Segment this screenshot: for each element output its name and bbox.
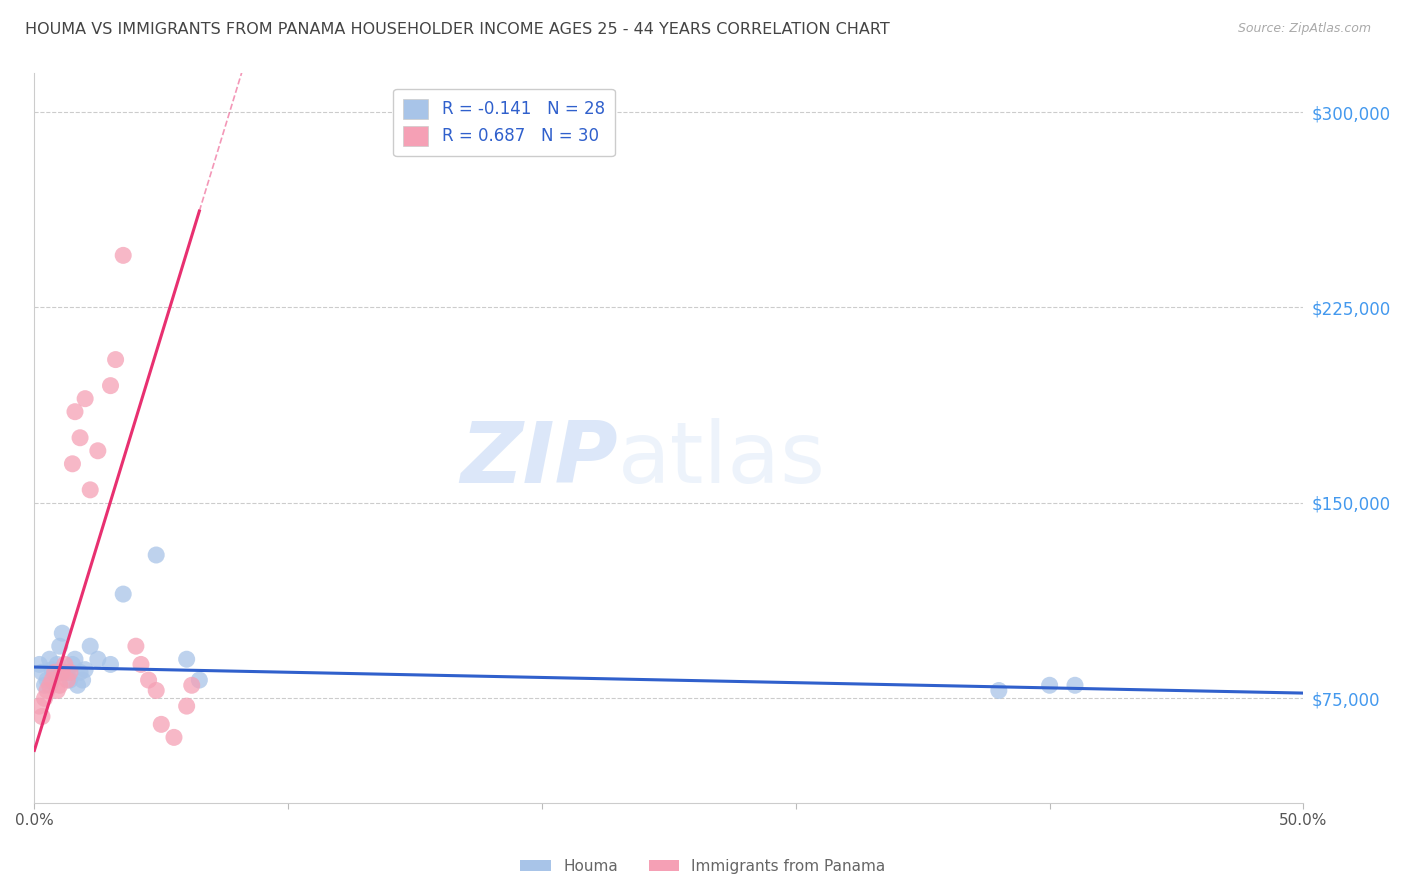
Point [163,731,186,745]
Legend: Houma, Immigrants from Panama: Houma, Immigrants from Panama [515,853,891,880]
Point [38,678,60,692]
Text: Source: ZipAtlas.com: Source: ZipAtlas.com [1237,22,1371,36]
Point [49,678,72,692]
Point [79,483,101,497]
Point [72,673,94,687]
Text: ZIP: ZIP [461,418,619,501]
Text: atlas: atlas [619,418,827,501]
Point [69,431,91,445]
Point [51,665,73,680]
Point [66,678,89,692]
Point [34,691,56,706]
Point [176,652,198,666]
Point [79,639,101,653]
Point [56,665,79,680]
Point [59,665,82,680]
Point [176,699,198,714]
Point [150,717,173,731]
Point [44,668,66,682]
Point [41,673,63,687]
Point [46,657,69,672]
Point [35,683,58,698]
Point [49,639,72,653]
Point [31,709,53,723]
Point [129,657,152,672]
Point [63,652,86,666]
Point [53,657,76,672]
Legend: R = -0.141   N = 28, R = 0.687   N = 30: R = -0.141 N = 28, R = 0.687 N = 30 [394,88,614,156]
Point [112,248,135,262]
Point [145,683,167,698]
Point [138,673,160,687]
Point [34,678,56,692]
Point [38,652,60,666]
Point [63,405,86,419]
Point [46,683,69,698]
Point [59,673,82,687]
Point [41,663,63,677]
Point [62,657,84,672]
Point [1039,678,1062,692]
Point [112,587,135,601]
Point [28,657,51,672]
Point [987,683,1010,698]
Point [44,665,66,680]
Point [75,663,97,677]
Point [125,639,148,653]
Point [87,443,110,458]
Point [100,378,122,392]
Point [31,665,53,680]
Point [104,352,127,367]
Point [35,673,58,687]
Point [145,548,167,562]
Point [100,657,122,672]
Point [56,673,79,687]
Point [87,652,110,666]
Point [69,665,91,680]
Point [75,392,97,406]
Text: HOUMA VS IMMIGRANTS FROM PANAMA HOUSEHOLDER INCOME AGES 25 - 44 YEARS CORRELATIO: HOUMA VS IMMIGRANTS FROM PANAMA HOUSEHOL… [25,22,890,37]
Point [28,699,51,714]
Point [51,626,73,640]
Point [180,678,202,692]
Point [62,457,84,471]
Point [188,673,211,687]
Point [1064,678,1087,692]
